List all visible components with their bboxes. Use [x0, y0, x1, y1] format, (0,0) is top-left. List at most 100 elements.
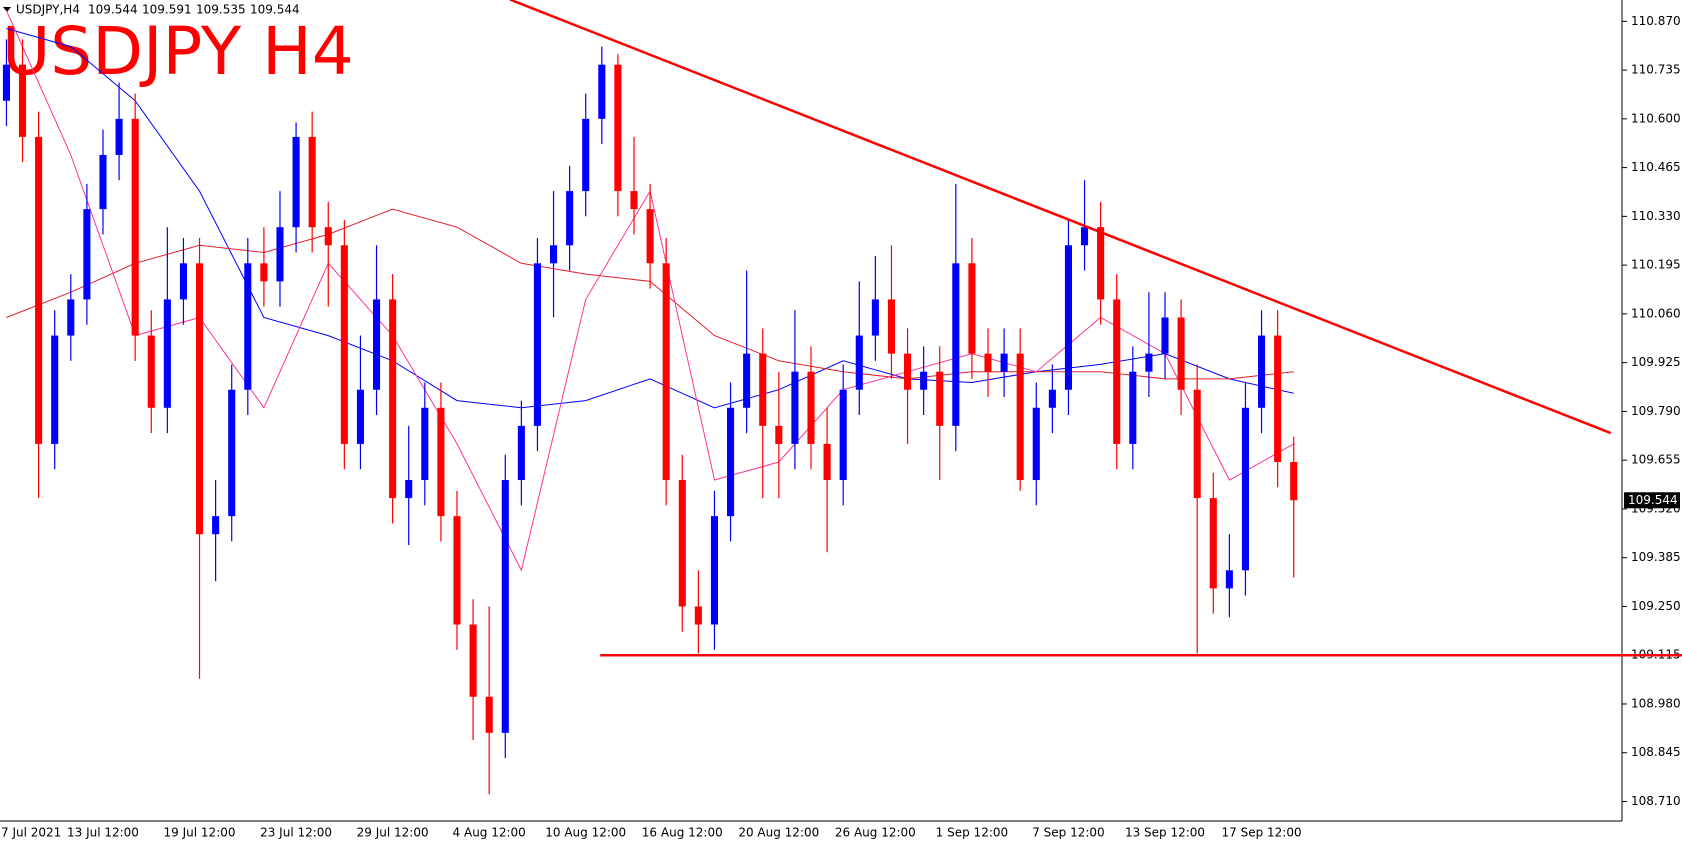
candle-body: [131, 118, 139, 336]
candle-body: [356, 389, 364, 444]
candle-body: [759, 353, 767, 426]
candle-body: [694, 606, 702, 625]
candle-body: [968, 263, 976, 354]
last-price-label: 109.544: [1628, 493, 1678, 507]
candle-body: [292, 136, 300, 228]
candle-body: [1241, 407, 1250, 571]
candle-body: [517, 425, 525, 481]
y-tick-label: 109.790: [1631, 404, 1681, 418]
candle-body: [614, 64, 622, 192]
candle-body: [855, 335, 863, 390]
candle-body: [1129, 371, 1137, 444]
candle-body: [598, 64, 606, 119]
candle-body: [421, 407, 429, 481]
candle-body: [405, 480, 413, 499]
candle-body: [1032, 407, 1040, 481]
x-tick-label: 19 Jul 12:00: [164, 826, 236, 840]
y-tick-label: 109.385: [1631, 550, 1681, 564]
x-tick-label: 13 Jul 12:00: [67, 826, 139, 840]
candle-body: [1161, 317, 1169, 354]
ohlc-value: 109.535: [196, 3, 246, 17]
x-tick-label: 16 Aug 12:00: [642, 826, 723, 840]
candle-body: [662, 263, 670, 481]
candle-body: [936, 371, 944, 426]
candle-body: [1048, 389, 1056, 408]
candle-body: [791, 371, 799, 444]
y-tick-label: 110.330: [1631, 209, 1681, 223]
x-tick-label: 13 Sep 12:00: [1125, 826, 1205, 840]
x-tick-label: 7 Jul 2021: [1, 826, 61, 840]
candle-body: [839, 389, 847, 481]
candle-body: [67, 299, 75, 336]
x-tick-label: 17 Sep 12:00: [1222, 826, 1302, 840]
ohlc-value: 109.544: [250, 3, 300, 17]
candle-body: [485, 696, 493, 733]
candle-body: [920, 371, 928, 390]
candle-body: [1209, 498, 1217, 589]
candle-body: [83, 209, 91, 300]
candle-body: [1097, 227, 1105, 300]
candle-body: [775, 425, 783, 444]
candle-body: [1225, 570, 1233, 589]
candle-body: [163, 299, 171, 408]
candle-body: [952, 263, 960, 426]
candle-body: [389, 299, 397, 499]
candle-body: [1081, 227, 1089, 246]
x-tick-label: 20 Aug 12:00: [738, 826, 819, 840]
candle-body: [871, 299, 879, 336]
y-tick-label: 110.195: [1631, 258, 1681, 272]
x-tick-label: 10 Aug 12:00: [545, 826, 626, 840]
candle-body: [678, 480, 686, 607]
candle-body: [1177, 317, 1185, 390]
y-tick-label: 108.980: [1631, 696, 1681, 710]
x-tick-label: 1 Sep 12:00: [936, 826, 1008, 840]
symbol-label: USDJPY,H4: [16, 3, 80, 17]
ohlc-value: 109.544: [88, 3, 138, 17]
y-tick-label: 109.925: [1631, 355, 1681, 369]
candle-body: [582, 118, 590, 192]
candle-body: [533, 263, 541, 426]
candle-body: [1290, 461, 1298, 501]
x-tick-label: 29 Jul 12:00: [357, 826, 429, 840]
candle-body: [469, 624, 477, 697]
candle-body: [743, 353, 751, 408]
candle-body: [1113, 299, 1121, 444]
candle-body: [1064, 245, 1073, 390]
y-tick-label: 110.060: [1631, 306, 1681, 320]
candle-body: [727, 407, 735, 517]
y-tick-label: 109.250: [1631, 599, 1681, 613]
candle-body: [807, 371, 815, 444]
candle-body: [276, 227, 284, 282]
candle-body: [1145, 353, 1153, 372]
candle-body: [823, 443, 831, 481]
chart-title: USDJPY H4: [2, 13, 354, 90]
candle-body: [372, 299, 381, 390]
x-tick-label: 23 Jul 12:00: [260, 826, 332, 840]
y-tick-label: 108.845: [1631, 745, 1681, 759]
candle-body: [646, 209, 654, 264]
candle-body: [308, 136, 316, 228]
candle-body: [260, 263, 268, 282]
candle-body: [1016, 353, 1024, 481]
y-tick-label: 109.655: [1631, 453, 1681, 467]
y-tick-label: 110.465: [1631, 160, 1681, 174]
candle-body: [1258, 335, 1266, 408]
candle-body: [147, 335, 155, 408]
candle-body: [710, 516, 718, 625]
candle-body: [453, 516, 461, 625]
last-price-box: [1624, 492, 1680, 509]
candle-body: [340, 245, 348, 444]
candle-body: [2, 64, 10, 101]
candle-body: [51, 335, 59, 444]
candle-body: [228, 389, 236, 517]
candle-body: [1000, 353, 1008, 372]
candle-body: [244, 263, 252, 390]
candle-body: [630, 191, 638, 210]
candle-body: [549, 245, 558, 264]
moving-average: [6, 28, 1294, 409]
candle-body: [212, 516, 220, 535]
candle-body: [35, 136, 43, 444]
y-tick-label: 110.600: [1631, 111, 1681, 125]
